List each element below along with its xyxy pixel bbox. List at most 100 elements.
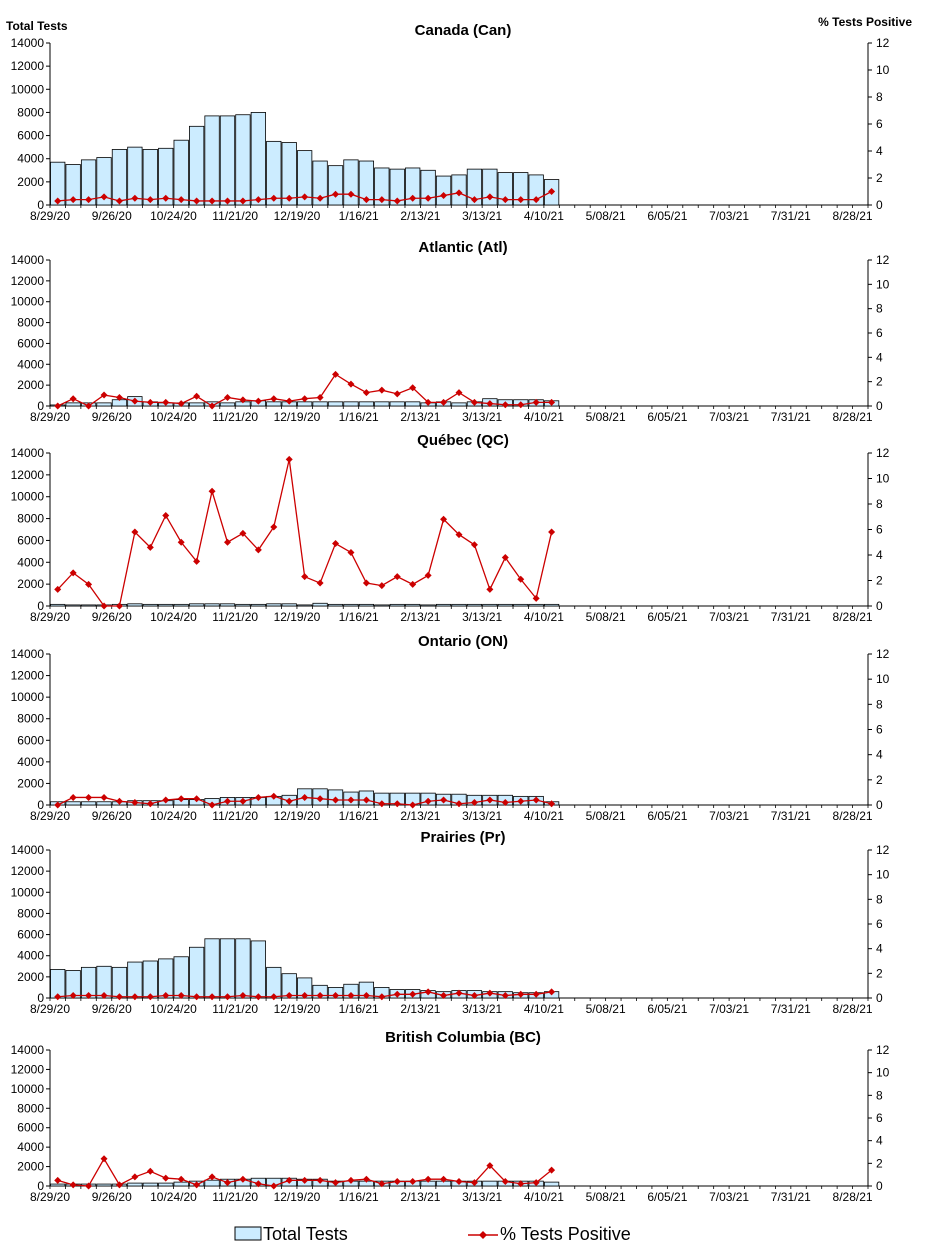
x-tick-label: 3/13/21 xyxy=(462,809,502,823)
point-pct-positive xyxy=(424,1175,432,1183)
point-pct-positive xyxy=(486,193,494,201)
panels-layer: Canada (Can)0200040006000800010000120001… xyxy=(11,22,890,1204)
bar-total-tests xyxy=(466,168,483,206)
point-pct-positive xyxy=(270,395,278,403)
point-pct-positive xyxy=(54,993,62,1001)
bar-total-tests xyxy=(189,946,205,999)
bar-total-tests xyxy=(528,603,544,607)
x-tick-label: 1/16/21 xyxy=(339,809,379,823)
x-tick-label: 3/13/21 xyxy=(462,1002,502,1016)
x-tick-label: 2/13/21 xyxy=(400,1190,440,1204)
right-tick-label: 6 xyxy=(876,117,883,131)
bar-total-tests xyxy=(482,168,498,206)
point-pct-positive xyxy=(254,793,262,801)
point-pct-positive xyxy=(208,402,216,410)
point-pct-positive xyxy=(85,1182,93,1190)
x-tick-label: 10/24/20 xyxy=(150,209,197,223)
point-pct-positive xyxy=(131,1173,139,1181)
point-pct-positive xyxy=(424,398,432,406)
bar-total-tests xyxy=(543,1181,560,1187)
point-pct-positive xyxy=(69,196,77,204)
point-pct-positive xyxy=(378,386,386,394)
x-tick-label: 8/28/21 xyxy=(833,610,873,624)
bar-total-tests xyxy=(80,604,97,607)
x-tick-label: 7/31/21 xyxy=(771,1190,811,1204)
point-pct-positive xyxy=(239,529,247,537)
point-pct-positive xyxy=(424,988,432,996)
left-tick-label: 8000 xyxy=(17,105,44,119)
x-tick-label: 11/21/20 xyxy=(212,809,258,823)
bar-total-tests xyxy=(435,175,452,206)
bar-total-tests xyxy=(127,603,143,607)
point-pct-positive xyxy=(486,1162,494,1170)
bar-total-tests xyxy=(327,165,344,206)
right-tick-label: 10 xyxy=(876,277,890,291)
point-pct-positive xyxy=(270,523,278,531)
point-pct-positive xyxy=(362,1175,370,1183)
left-tick-label: 10000 xyxy=(11,885,45,899)
bar-total-tests xyxy=(358,603,375,607)
left-tick-label: 6000 xyxy=(17,533,44,547)
point-pct-positive xyxy=(54,801,62,809)
point-pct-positive xyxy=(362,992,370,1000)
point-pct-positive xyxy=(517,575,525,583)
point-pct-positive xyxy=(347,1176,355,1184)
x-tick-label: 5/08/21 xyxy=(586,410,626,424)
left-tick-label: 0 xyxy=(37,198,44,212)
x-tick-label: 4/10/21 xyxy=(524,610,564,624)
chart-panel: Québec (QC) 0 2000 4000 6000 8000 10000 12000 14… xyxy=(11,432,890,624)
point-pct-positive xyxy=(254,397,262,405)
bar-total-tests xyxy=(173,603,189,607)
point-pct-positive xyxy=(193,795,201,803)
x-tick-label: 7/03/21 xyxy=(709,610,749,624)
right-tick-label: 4 xyxy=(876,748,883,762)
right-tick-label: 10 xyxy=(876,672,890,686)
panel-title: Prairies (Pr) xyxy=(420,829,505,846)
x-tick-label: 6/05/21 xyxy=(647,809,687,823)
point-pct-positive xyxy=(517,797,525,805)
x-tick-label: 10/24/20 xyxy=(150,1190,197,1204)
point-pct-positive xyxy=(362,196,370,204)
x-tick-label: 4/10/21 xyxy=(524,809,564,823)
bar-total-tests xyxy=(389,603,405,607)
point-pct-positive xyxy=(131,528,139,536)
left-tick-label: 12000 xyxy=(11,468,45,482)
point-pct-positive xyxy=(486,989,494,997)
left-tick-label: 8000 xyxy=(17,906,44,920)
x-tick-label: 7/03/21 xyxy=(709,209,749,223)
left-tick-label: 12000 xyxy=(11,864,45,878)
x-tick-label: 3/13/21 xyxy=(462,410,502,424)
right-tick-label: 4 xyxy=(876,350,883,364)
chart-panel: British Columbia (BC) 0 2000 4000 6000 8000 10… xyxy=(11,1029,890,1204)
left-tick-label: 8000 xyxy=(17,316,44,330)
point-pct-positive xyxy=(100,793,108,801)
bar-total-tests xyxy=(420,604,436,607)
point-pct-positive xyxy=(409,1177,417,1185)
x-tick-label: 1/16/21 xyxy=(339,410,379,424)
legend-bars-swatch xyxy=(234,1226,262,1241)
x-tick-label: 8/28/21 xyxy=(833,1002,873,1016)
x-tick-label: 3/13/21 xyxy=(462,209,502,223)
left-tick-label: 6000 xyxy=(17,129,44,143)
point-pct-positive xyxy=(393,800,401,808)
x-tick-label: 7/31/21 xyxy=(771,809,811,823)
point-pct-positive xyxy=(501,554,509,562)
right-tick-label: 10 xyxy=(876,472,890,486)
x-tick-label: 8/28/21 xyxy=(833,209,873,223)
bar-total-tests xyxy=(204,938,220,999)
right-tick-label: 8 xyxy=(876,1088,883,1102)
x-tick-label: 8/29/20 xyxy=(30,410,70,424)
left-tick-label: 8000 xyxy=(17,1101,44,1115)
point-pct-positive xyxy=(162,194,170,202)
point-pct-positive xyxy=(532,1179,540,1187)
bar-total-tests xyxy=(65,801,81,806)
right-tick-label: 0 xyxy=(876,399,883,413)
point-pct-positive xyxy=(301,573,309,581)
x-tick-label: 10/24/20 xyxy=(150,809,197,823)
bar-total-tests xyxy=(374,167,390,206)
point-pct-positive xyxy=(177,196,185,204)
point-pct-positive xyxy=(54,1176,62,1184)
chart-panel: Atlantic (Atl) 0 2000 4000 6000 8000 10000 1200… xyxy=(11,239,890,424)
bar-total-tests xyxy=(219,115,236,206)
legend-bars-label: Total Tests xyxy=(263,1224,348,1244)
